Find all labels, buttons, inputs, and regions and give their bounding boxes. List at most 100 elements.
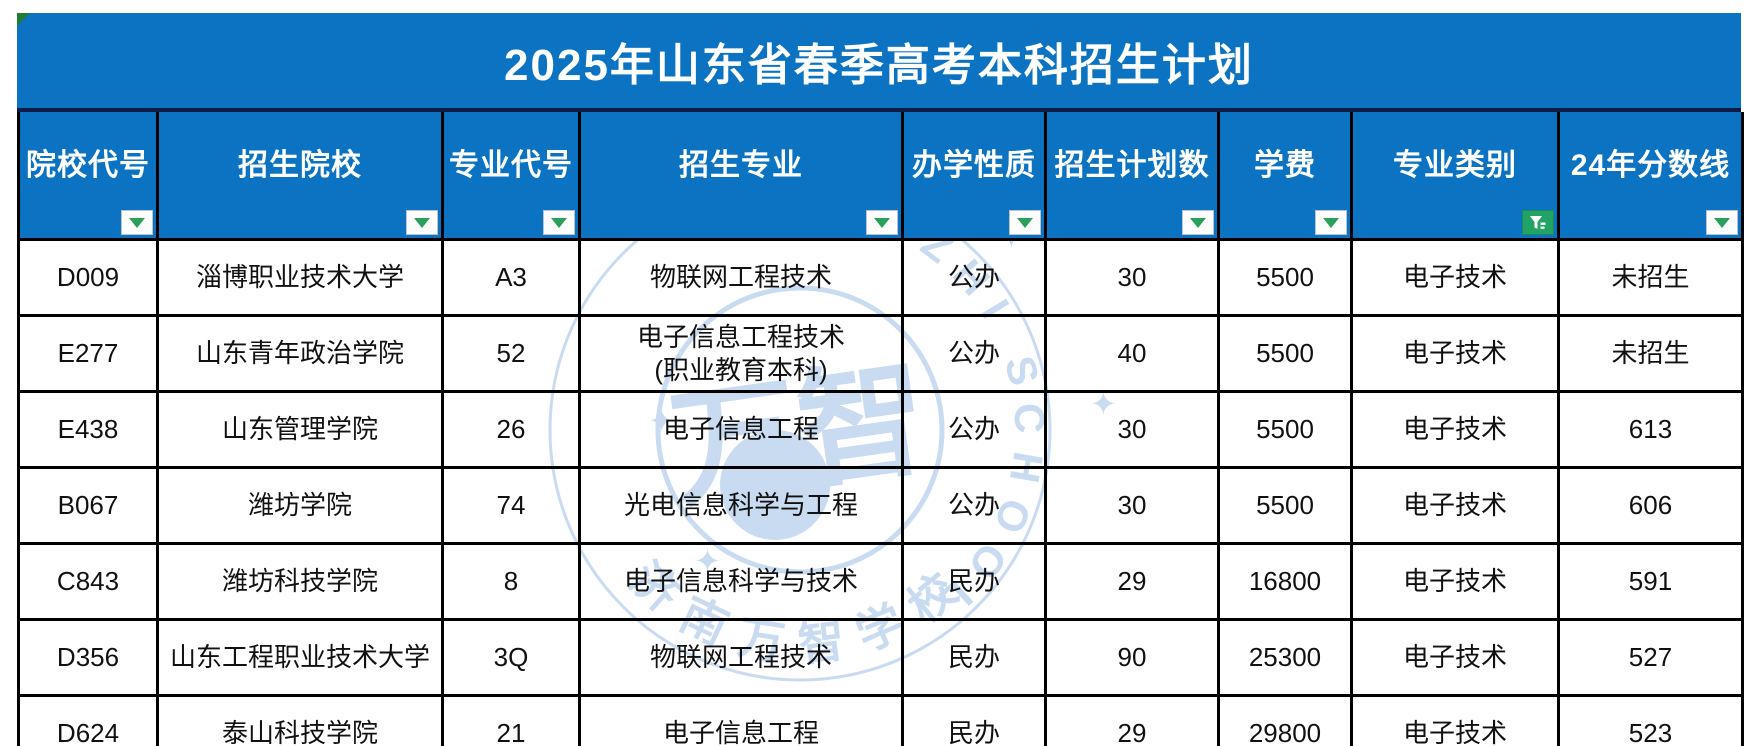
cell-college_name: 淄博职业技术大学 [156, 238, 444, 317]
chevron-down-icon [551, 217, 567, 228]
column-header-label: 专业代号 [449, 149, 573, 182]
cell-major_category: 电子技术 [1350, 314, 1560, 393]
cell-college_code: D624 [17, 694, 159, 746]
cell-major_name: 电子信息工程技术 (职业教育本科) [578, 314, 904, 393]
cell-major_category: 电子技术 [1350, 390, 1560, 469]
column-header-college_name: 招生院校 [156, 112, 444, 241]
column-header-label: 招生专业 [679, 149, 803, 182]
table-row: D356 山东工程职业技术大学 3Q 物联网工程技术 民办 90 25300 电子技术 527 [17, 618, 1744, 697]
title-bar: 2025年山东省春季高考本科招生计划 [17, 13, 1741, 112]
cell-major_category: 电子技术 [1350, 466, 1560, 545]
cell-score_line_2024: 613 [1557, 390, 1744, 469]
cell-college_code: E277 [17, 314, 159, 393]
filter-dropdown-button-major_code[interactable] [543, 210, 575, 235]
cell-college_code: D356 [17, 618, 159, 697]
column-header-plan_count: 招生计划数 [1044, 112, 1220, 241]
cell-plan_count: 30 [1044, 390, 1220, 469]
spreadsheet: 2025年山东省春季高考本科招生计划 院校代号 招生院校 专业代号 招生专业 办学性质招… [17, 13, 1744, 746]
cell-plan_count: 29 [1044, 694, 1220, 746]
chevron-down-icon [1323, 217, 1339, 228]
column-header-label: 招生计划数 [1054, 149, 1210, 182]
column-header-label: 院校代号 [26, 149, 150, 182]
cell-major_code: 3Q [441, 618, 581, 697]
cell-college_name: 山东青年政治学院 [156, 314, 444, 393]
table-body: D009 淄博职业技术大学 A3 物联网工程技术 公办 30 5500 电子技术 未招生 E277… [17, 238, 1744, 746]
cell-school_type: 民办 [901, 542, 1047, 621]
cell-school_type: 公办 [901, 238, 1047, 317]
cell-major_category: 电子技术 [1350, 694, 1560, 746]
column-header-label: 学费 [1254, 149, 1316, 182]
cell-school_type: 公办 [901, 466, 1047, 545]
cell-tuition: 5500 [1217, 466, 1353, 545]
column-header-school_type: 办学性质 [901, 112, 1047, 241]
cell-plan_count: 40 [1044, 314, 1220, 393]
column-header-college_code: 院校代号 [17, 112, 159, 241]
cell-score_line_2024: 591 [1557, 542, 1744, 621]
cell-college_name: 潍坊学院 [156, 466, 444, 545]
page-title: 2025年山东省春季高考本科招生计划 [504, 40, 1254, 90]
cell-tuition: 25300 [1217, 618, 1353, 697]
table-row: D624 泰山科技学院 21 电子信息工程 民办 29 29800 电子技术 523 [17, 694, 1744, 746]
filter-dropdown-button-score_line_2024[interactable] [1706, 210, 1738, 235]
cell-school_type: 民办 [901, 694, 1047, 746]
column-header-score_line_2024: 24年分数线 [1557, 112, 1744, 241]
funnel-icon [1529, 215, 1545, 229]
cell-tuition: 5500 [1217, 314, 1353, 393]
cell-major_name: 物联网工程技术 [578, 618, 904, 697]
cell-major_category: 电子技术 [1350, 618, 1560, 697]
cell-college_code: B067 [17, 466, 159, 545]
cell-tuition: 16800 [1217, 542, 1353, 621]
filter-dropdown-button-school_type[interactable] [1009, 210, 1041, 235]
table-row: E277 山东青年政治学院 52 电子信息工程技术 (职业教育本科) 公办 40 5500 电… [17, 314, 1744, 393]
cell-major_code: 74 [441, 466, 581, 545]
column-header-label: 招生院校 [238, 149, 362, 182]
filter-dropdown-button-plan_count[interactable] [1182, 210, 1214, 235]
cell-score_line_2024: 未招生 [1557, 238, 1744, 317]
column-header-tuition: 学费 [1217, 112, 1353, 241]
cell-college_code: E438 [17, 390, 159, 469]
cell-plan_count: 30 [1044, 238, 1220, 317]
filter-dropdown-button-college_code[interactable] [121, 210, 153, 235]
cell-major_name: 电子信息科学与技术 [578, 542, 904, 621]
filter-dropdown-button-tuition[interactable] [1315, 210, 1347, 235]
chevron-down-icon [874, 217, 890, 228]
cell-major_code: 21 [441, 694, 581, 746]
column-header-major_code: 专业代号 [441, 112, 581, 241]
cell-tuition: 5500 [1217, 238, 1353, 317]
cell-major_code: A3 [441, 238, 581, 317]
cell-plan_count: 30 [1044, 466, 1220, 545]
cell-college_code: D009 [17, 238, 159, 317]
table-row: B067 潍坊学院 74 光电信息科学与工程 公办 30 5500 电子技术 606 [17, 466, 1744, 545]
cell-plan_count: 29 [1044, 542, 1220, 621]
filter-active-button-major_category[interactable] [1522, 210, 1554, 235]
cell-school_type: 公办 [901, 314, 1047, 393]
chevron-down-icon [1017, 217, 1033, 228]
cell-major_name: 电子信息工程 [578, 694, 904, 746]
table-row: C843 潍坊科技学院 8 电子信息科学与技术 民办 29 16800 电子技术 591 [17, 542, 1744, 621]
table-row: D009 淄博职业技术大学 A3 物联网工程技术 公办 30 5500 电子技术 未招生 [17, 238, 1744, 317]
header-row: 院校代号 招生院校 专业代号 招生专业 办学性质 招生计划数 学费 专业类别 24年分数线 [17, 112, 1744, 241]
column-header-label: 办学性质 [912, 149, 1036, 182]
cell-corner-marker-icon [17, 13, 30, 26]
cell-major_category: 电子技术 [1350, 238, 1560, 317]
cell-major_code: 26 [441, 390, 581, 469]
chevron-down-icon [1190, 217, 1206, 228]
cell-school_type: 公办 [901, 390, 1047, 469]
enrollment-table: 院校代号 招生院校 专业代号 招生专业 办学性质 招生计划数 学费 专业类别 24年分数线 D0… [17, 112, 1744, 746]
filter-dropdown-button-college_name[interactable] [406, 210, 438, 235]
cell-college_code: C843 [17, 542, 159, 621]
cell-score_line_2024: 未招生 [1557, 314, 1744, 393]
cell-score_line_2024: 523 [1557, 694, 1744, 746]
cell-score_line_2024: 606 [1557, 466, 1744, 545]
column-header-label: 专业类别 [1393, 149, 1517, 182]
cell-major_code: 8 [441, 542, 581, 621]
cell-major_code: 52 [441, 314, 581, 393]
cell-major_name: 电子信息工程 [578, 390, 904, 469]
column-header-major_category: 专业类别 [1350, 112, 1560, 241]
cell-college_name: 潍坊科技学院 [156, 542, 444, 621]
filter-dropdown-button-major_name[interactable] [866, 210, 898, 235]
cell-plan_count: 90 [1044, 618, 1220, 697]
cell-college_name: 山东工程职业技术大学 [156, 618, 444, 697]
cell-major_name: 光电信息科学与工程 [578, 466, 904, 545]
